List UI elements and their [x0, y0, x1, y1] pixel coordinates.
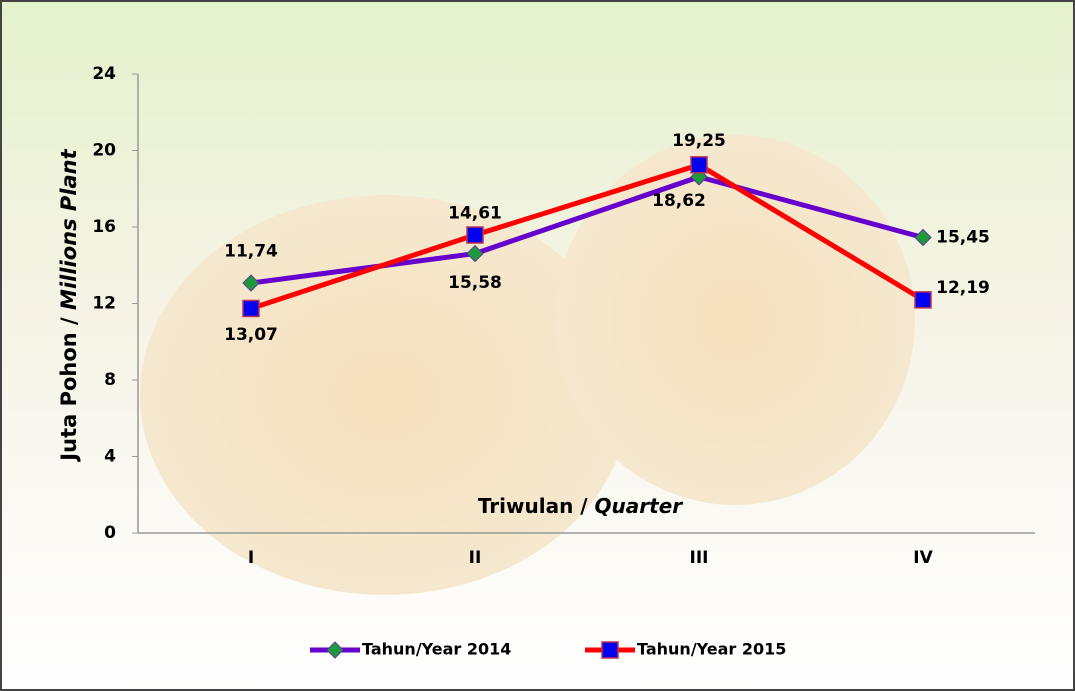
- data-label: 12,19: [936, 278, 990, 298]
- x-axis-label: Triwulan / Quarter: [478, 494, 683, 518]
- legend-label: Tahun/Year 2014: [362, 640, 511, 659]
- y-tick-label: 16: [92, 217, 116, 237]
- data-point: [242, 299, 260, 318]
- legend-marker: [601, 641, 619, 659]
- decor: [555, 135, 915, 505]
- decor: [140, 195, 630, 595]
- y-tick-label: 24: [92, 64, 116, 84]
- data-label: 15,58: [448, 273, 502, 293]
- y-tick-label: 20: [92, 141, 116, 161]
- data-label: 13,07: [224, 325, 278, 345]
- y-tick-label: 4: [104, 447, 116, 467]
- data-point: [466, 244, 484, 263]
- y-tick-label: 0: [104, 523, 116, 543]
- x-tick-label: III: [690, 548, 709, 568]
- x-axis-label-italic: Quarter: [595, 494, 684, 518]
- data-point: [242, 274, 260, 292]
- data-point: [690, 156, 708, 174]
- series-line: [250, 174, 924, 286]
- data-point: [466, 226, 484, 244]
- y-axis-label-main: Juta Pohon /: [57, 310, 81, 463]
- y-tick-label: 8: [104, 370, 116, 390]
- x-tick-label: IV: [913, 548, 933, 568]
- x-tick-label: II: [469, 548, 482, 568]
- data-label: 19,25: [672, 131, 726, 151]
- y-axis-label-italic: Millions Plant: [57, 148, 81, 310]
- series-line: [250, 162, 925, 311]
- data-point: [914, 228, 932, 247]
- data-label: 11,74: [224, 241, 278, 261]
- legend-marker: [326, 641, 344, 659]
- legend-label: Tahun/Year 2015: [637, 640, 786, 659]
- y-tick-label: 12: [92, 294, 116, 314]
- data-point: [914, 291, 932, 309]
- x-tick-label: I: [248, 548, 254, 568]
- data-label: 18,62: [652, 191, 706, 211]
- data-label: 15,45: [936, 228, 990, 248]
- x-axis-label-main: Triwulan /: [478, 494, 595, 518]
- y-axis-label: Juta Pohon / Millions Plant: [57, 148, 81, 462]
- data-label: 14,61: [448, 204, 502, 224]
